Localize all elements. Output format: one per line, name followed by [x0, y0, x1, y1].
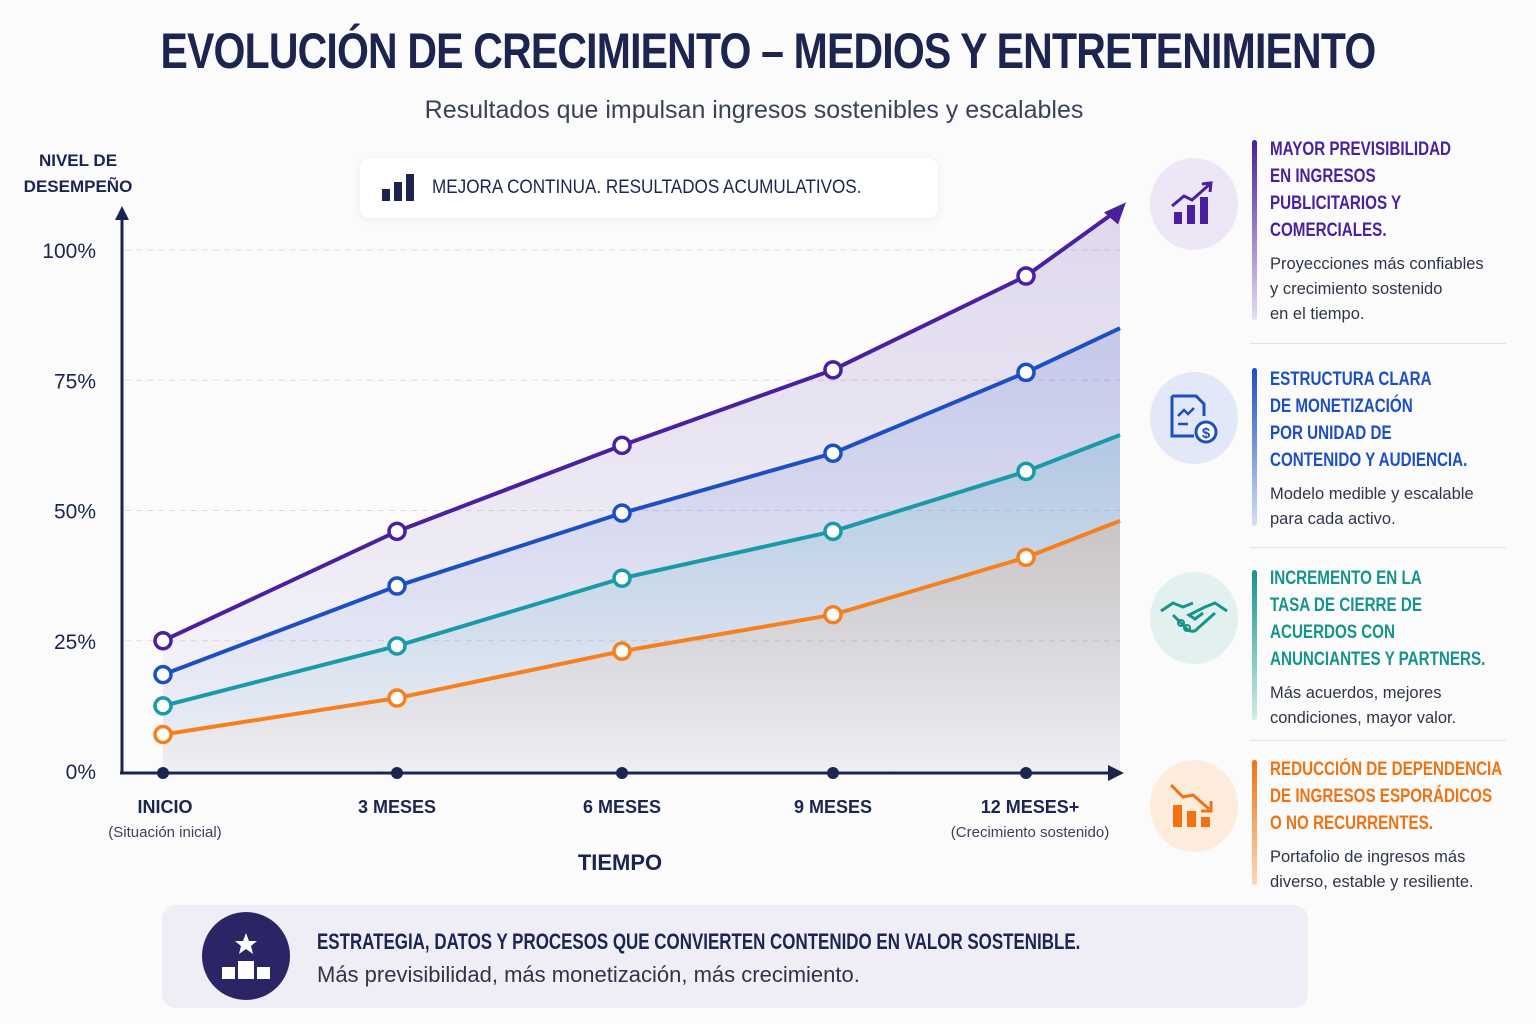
- benefit-title: ESTRUCTURA CLARA DE MONETIZACIÓN POR UNI…: [1270, 369, 1468, 471]
- svg-text:$: $: [1202, 425, 1211, 442]
- series-line: [162, 433, 1121, 708]
- page-title: EVOLUCIÓN DE CRECIMIENTO – MEDIOS Y ENTR…: [160, 23, 1376, 79]
- data-point: [1016, 461, 1036, 482]
- y-tick-label: 50%: [54, 501, 96, 524]
- footer-banner: ESTRATEGIA, DATOS Y PROCESOS QUE CONVIER…: [162, 905, 1308, 1008]
- data-point: [387, 576, 407, 596]
- x-tick-dot: [616, 767, 628, 779]
- trend-arrow: [1104, 202, 1126, 225]
- benefit-desc: Más acuerdos, mejores condiciones, mayor…: [1270, 684, 1457, 727]
- x-tick-dot: [157, 767, 169, 779]
- y-tick-label: 75%: [54, 370, 96, 393]
- x-tick-0: INICIO (Situación inicial): [108, 797, 222, 841]
- x-tick-dot: [391, 767, 403, 779]
- growth-chart-icon: [1150, 158, 1238, 250]
- series-line: [162, 206, 1122, 643]
- badge: MEJORA CONTINUA. RESULTADOS ACUMULATIVOS…: [360, 158, 938, 218]
- benefit-item: INCREMENTO EN LA TASA DE CIERRE DE ACUER…: [1140, 568, 1530, 730]
- podium-star-icon: [202, 912, 290, 1000]
- data-point: [612, 503, 632, 523]
- data-point: [612, 568, 632, 588]
- data-point: [612, 435, 632, 456]
- data-point: [387, 521, 407, 542]
- document-dollar-icon: $: [1150, 372, 1238, 464]
- y-tick-label: 25%: [54, 631, 96, 654]
- x-tick-dot: [827, 767, 839, 779]
- declining-chart-icon: [1150, 760, 1238, 852]
- benefit-title: REDUCCIÓN DE DEPENDENCIA DE INGRESOS ESP…: [1270, 759, 1503, 834]
- data-point: [153, 631, 173, 651]
- y-axis-label: NIVEL DE DESEMPEÑO: [23, 151, 133, 196]
- bar-chart-icon: [382, 174, 414, 201]
- data-point: [823, 604, 843, 625]
- benefit-desc: Proyecciones más confiables y crecimient…: [1270, 255, 1484, 323]
- data-point: [612, 641, 632, 661]
- data-point: [1016, 362, 1036, 383]
- benefit-desc: Modelo medible y escalable para cada act…: [1270, 485, 1474, 528]
- footer-subtitle: Más previsibilidad, más monetización, má…: [317, 962, 860, 987]
- x-tick-3: 9 MESES: [793, 797, 873, 817]
- benefit-item: $ ESTRUCTURA CLARA DE MONETIZACIÓN POR U…: [1140, 368, 1530, 530]
- badge-text: MEJORA CONTINUA. RESULTADOS ACUMULATIVOS…: [432, 177, 862, 198]
- x-axis-arrow: [1108, 765, 1124, 781]
- data-point: [153, 664, 173, 685]
- data-point: [153, 696, 173, 716]
- data-point: [387, 636, 407, 656]
- data-point: [1016, 266, 1036, 286]
- x-tick-dot: [1020, 767, 1032, 779]
- benefit-item: REDUCCIÓN DE DEPENDENCIA DE INGRESOS ESP…: [1140, 759, 1530, 891]
- series-area: [163, 520, 1120, 771]
- y-tick-label: 0%: [66, 761, 96, 784]
- data-point: [823, 443, 843, 463]
- benefit-desc: Portafolio de ingresos más diverso, esta…: [1270, 848, 1474, 891]
- x-tick-2: 6 MESES: [582, 797, 662, 817]
- line-chart: 0% 25% 50% 75% 100%: [42, 202, 1126, 784]
- x-axis-label: TIEMPO: [577, 850, 663, 875]
- data-point: [387, 688, 407, 708]
- footer-title: ESTRATEGIA, DATOS Y PROCESOS QUE CONVIER…: [317, 929, 1081, 954]
- benefit-item: MAYOR PREVISIBILIDAD EN INGRESOS PUBLICI…: [1140, 139, 1530, 330]
- data-point: [153, 724, 173, 745]
- data-point: [823, 521, 843, 542]
- data-point: [1016, 547, 1036, 568]
- y-axis-arrow: [115, 206, 129, 220]
- benefit-title: MAYOR PREVISIBILIDAD EN INGRESOS PUBLICI…: [1270, 139, 1452, 241]
- series-line: [162, 519, 1121, 737]
- x-tick-4: 12 MESES+ (Crecimiento sostenido): [950, 797, 1110, 841]
- x-tick-1: 3 MESES: [357, 797, 437, 817]
- handshake-icon: [1150, 572, 1238, 664]
- page-subtitle: Resultados que impulsan ingresos sosteni…: [424, 96, 1084, 124]
- benefit-title: INCREMENTO EN LA TASA DE CIERRE DE ACUER…: [1270, 568, 1486, 670]
- y-tick-label: 100%: [42, 240, 96, 263]
- data-point: [823, 360, 843, 380]
- series-line: [162, 326, 1121, 677]
